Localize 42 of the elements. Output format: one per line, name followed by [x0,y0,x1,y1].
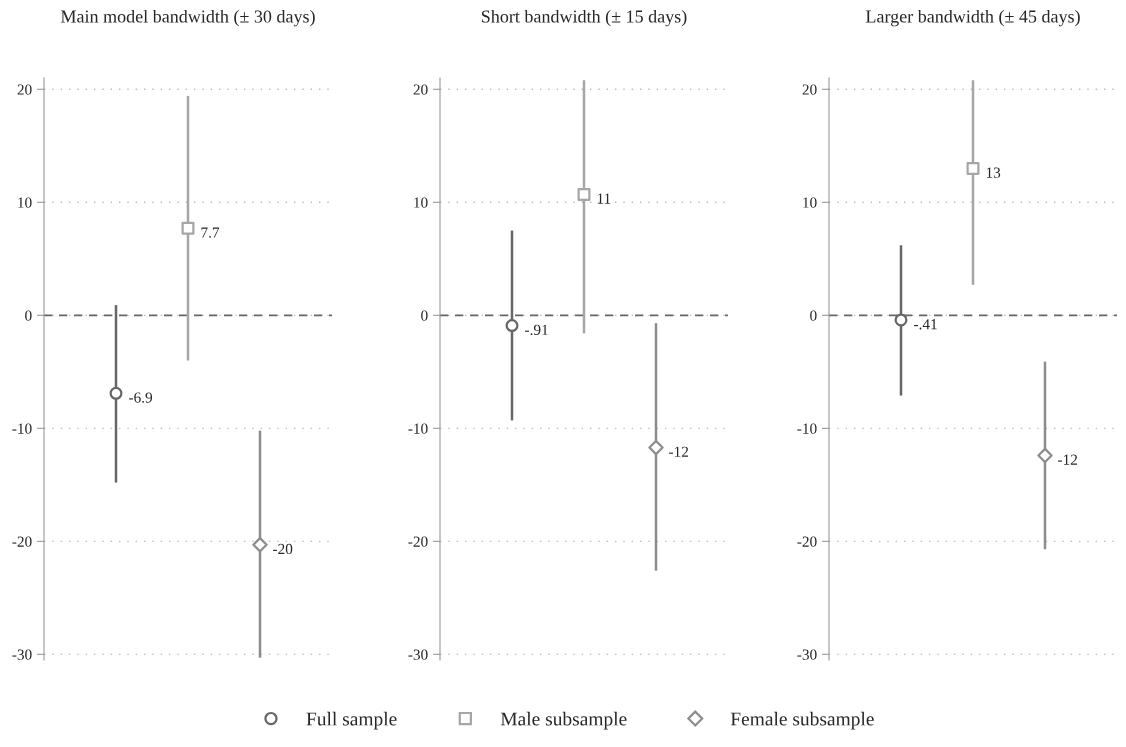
y-tick-label: -30 [408,649,428,660]
point [181,221,195,235]
point [505,319,519,333]
data-label: 11 [597,193,611,204]
y-tick-label: 0 [25,310,32,321]
point [1037,447,1053,464]
data-label: -.91 [525,324,548,336]
data-label: 7.7 [201,227,220,238]
y-tick-label: 20 [802,84,817,95]
y-tick-label: -10 [797,423,817,434]
data-label: -12 [669,446,689,457]
y-tick-label: -20 [797,536,817,547]
point [894,313,908,327]
y-tick-label: 10 [18,197,32,208]
chart-title: Main model bandwidth (± 30 days) [60,9,315,27]
y-tick-label: -10 [408,423,428,434]
y-tick-label: -30 [797,649,817,660]
data-label: -6.9 [129,392,153,403]
legend-label: Full sample [306,711,397,730]
y-tick-label: -20 [408,536,428,547]
y-tick-label: 0 [421,310,428,321]
legend-label: Male subsample [500,711,627,730]
y-tick-label: 10 [803,197,817,208]
data-label: -20 [273,543,293,555]
y-tick-label: 20 [17,84,32,95]
y-tick-label: 10 [414,197,428,208]
chart-title: Short bandwidth (± 15 days) [481,9,687,27]
y-tick-label: -10 [12,423,32,434]
y-tick-label: -30 [12,649,32,660]
y-tick-label: 20 [413,84,428,95]
point [577,187,591,201]
data-label: -12 [1058,454,1078,465]
y-tick-label: -20 [12,536,32,547]
point [648,439,664,456]
point [966,161,980,175]
point [109,386,123,400]
point [252,537,268,553]
data-label: -.41 [914,319,937,330]
chart-title: Larger bandwidth (± 45 days) [865,9,1080,27]
y-tick-label: 0 [810,310,817,321]
legend-label: Female subsample [730,711,874,730]
data-label: 13 [986,167,1001,178]
